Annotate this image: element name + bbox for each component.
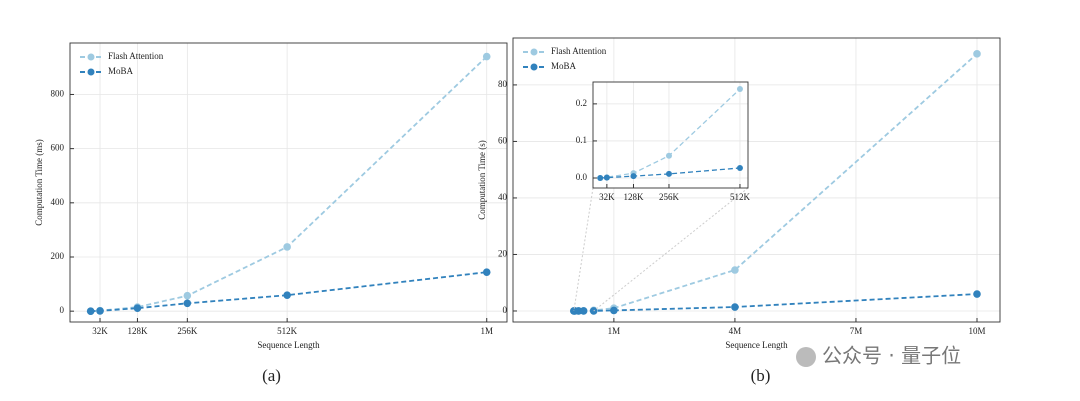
y-tick-label: 0 — [503, 305, 508, 315]
data-point — [183, 299, 192, 308]
y-tick-label: 600 — [51, 143, 65, 153]
y-tick-label: 0.1 — [576, 135, 587, 145]
x-tick-label: 256K — [177, 326, 198, 336]
legend-label: MoBA — [108, 66, 134, 76]
y-axis-label: Computation Time (s) — [477, 140, 487, 220]
x-tick-label: 1M — [480, 326, 493, 336]
data-point — [973, 290, 981, 298]
data-point — [665, 152, 672, 159]
plot-background — [70, 43, 507, 322]
legend-label: Flash Attention — [108, 51, 164, 61]
data-point — [86, 307, 95, 315]
y-tick-label: 0 — [60, 305, 65, 315]
legend-marker — [87, 53, 95, 61]
data-point — [482, 268, 491, 276]
data-point — [665, 170, 672, 177]
y-tick-label: 40 — [498, 192, 508, 202]
data-point — [482, 52, 491, 61]
x-axis-label: Sequence Length — [257, 340, 320, 350]
data-point — [603, 174, 610, 181]
data-point — [731, 303, 739, 311]
data-point — [630, 173, 637, 180]
inset-connector — [593, 187, 749, 312]
data-point — [597, 174, 604, 181]
caption: (b) — [751, 366, 771, 385]
data-point — [731, 266, 739, 274]
legend-marker — [530, 63, 538, 71]
plot-frame — [69, 42, 508, 323]
x-tick-label: 32K — [599, 192, 615, 202]
y-tick-label: 800 — [51, 89, 65, 99]
x-tick-label: 4M — [729, 326, 742, 336]
plot-frame — [592, 81, 749, 189]
watermark: 公众号 · 量子位 — [822, 344, 961, 368]
x-tick-label: 256K — [659, 192, 680, 202]
legend-marker — [530, 48, 538, 56]
inset-connector — [573, 187, 594, 312]
legend-label: Flash Attention — [551, 46, 607, 56]
y-tick-label: 60 — [498, 135, 508, 145]
x-tick-label: 1M — [608, 326, 621, 336]
plot-frame — [512, 37, 1001, 323]
caption: (a) — [262, 366, 281, 385]
y-tick-label: 0.0 — [576, 172, 588, 182]
data-point — [183, 291, 192, 300]
legend-marker — [87, 68, 95, 76]
x-tick-label: 32K — [92, 326, 108, 336]
data-point — [283, 243, 291, 251]
data-point — [736, 86, 743, 93]
x-axis-label: Sequence Length — [725, 340, 788, 350]
data-point — [133, 304, 142, 312]
x-tick-label: 128K — [127, 326, 148, 336]
y-tick-label: 80 — [498, 79, 508, 89]
y-tick-label: 0.2 — [576, 98, 587, 108]
watermark-icon — [796, 347, 816, 367]
series-line — [90, 55, 488, 313]
x-tick-label: 7M — [850, 326, 863, 336]
y-axis-label: Computation Time (ms) — [34, 139, 44, 226]
plot-background — [593, 82, 748, 188]
y-tick-label: 200 — [51, 251, 65, 261]
data-point — [96, 307, 104, 315]
x-tick-label: 10M — [968, 326, 985, 336]
x-tick-label: 128K — [623, 192, 644, 202]
y-tick-label: 20 — [498, 249, 508, 259]
x-tick-label: 512K — [730, 192, 751, 202]
data-point — [579, 307, 588, 315]
data-point — [610, 306, 618, 315]
data-point — [973, 50, 981, 58]
y-tick-label: 400 — [51, 197, 65, 207]
data-point — [283, 291, 291, 299]
x-tick-label: 512K — [277, 326, 298, 336]
watermark-group: 公众号 · 量子位 — [796, 344, 961, 368]
data-point — [736, 164, 743, 171]
legend-label: MoBA — [551, 61, 577, 71]
